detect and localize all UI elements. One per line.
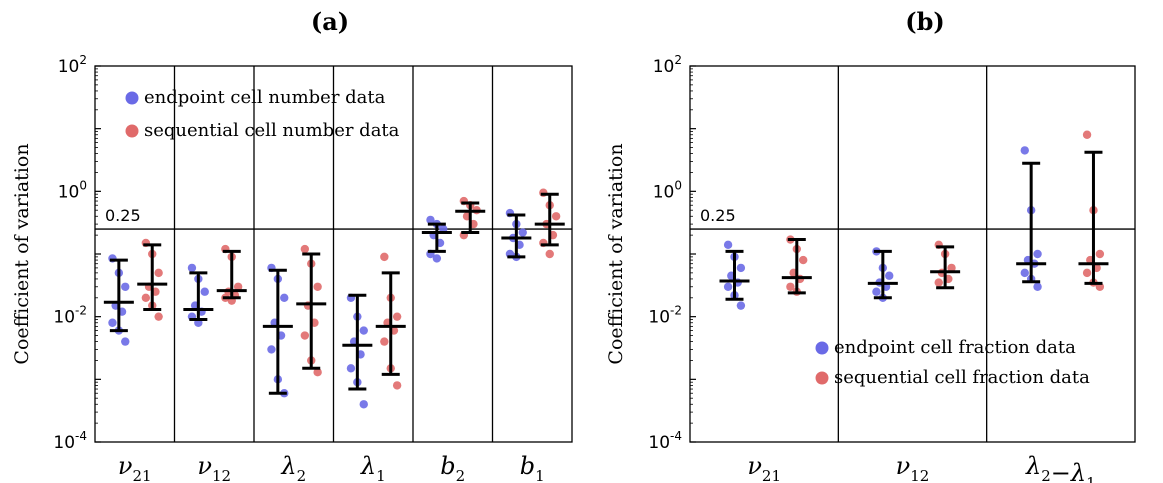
panel-a: (a) 10-4 10-2 100 102 Coefficient of variatio…	[11, 7, 573, 483]
x-category-label: b2	[440, 452, 465, 483]
data-point	[885, 271, 894, 280]
data-point	[121, 282, 130, 291]
data-point	[346, 364, 356, 373]
data-point	[1082, 268, 1092, 278]
data-point	[1095, 249, 1105, 259]
data-point	[280, 293, 289, 303]
data-point	[200, 287, 209, 296]
data-point	[1033, 282, 1042, 291]
data-point	[380, 252, 389, 262]
y-tick-label: 100	[653, 178, 682, 202]
data-point	[426, 215, 435, 225]
series-endpoint	[103, 208, 532, 409]
data-point	[380, 337, 389, 346]
data-point	[1020, 146, 1029, 155]
y-tick-label: 10-2	[648, 304, 682, 328]
reference-line-label: 0.25	[700, 206, 736, 225]
legend-label: sequential cell number data	[144, 120, 400, 141]
data-point	[300, 244, 310, 254]
x-category-label: ν12	[197, 452, 231, 483]
legend-label: endpoint cell number data	[144, 87, 386, 108]
y-tick-label: 102	[653, 53, 682, 77]
legend-marker	[815, 371, 829, 385]
panel-b: (b) 10-4 10-2 100 102 Coefficient of variatio…	[605, 7, 1136, 483]
x-category-label: λ2	[280, 452, 306, 483]
panel-title: (b)	[905, 7, 945, 36]
data-point	[187, 263, 197, 273]
data-point	[947, 263, 956, 273]
y-tick-label: 10-4	[53, 429, 87, 453]
data-point	[267, 345, 276, 354]
data-point	[313, 282, 322, 291]
data-point	[108, 318, 117, 327]
y-tick-label: 102	[58, 53, 87, 77]
data-point	[545, 249, 554, 259]
data-point	[432, 254, 442, 263]
legend-label: sequential cell fraction data	[834, 367, 1090, 388]
data-point	[233, 282, 243, 291]
y-tick-label: 10-4	[648, 429, 682, 453]
legend: endpoint cell fraction data sequential ce…	[815, 337, 1090, 388]
data-point	[934, 278, 943, 287]
y-tick-label: 10-2	[53, 304, 87, 328]
legend-label: endpoint cell fraction data	[834, 337, 1076, 358]
data-point	[518, 228, 527, 237]
data-point	[1082, 130, 1092, 139]
data-point	[154, 268, 163, 278]
data-point	[872, 287, 881, 296]
data-point	[723, 282, 733, 291]
data-point	[392, 381, 402, 390]
series-endpoint	[719, 146, 1047, 310]
x-category-label: ν12	[896, 452, 930, 483]
data-point	[121, 337, 130, 346]
data-point	[1033, 249, 1042, 259]
data-point	[359, 400, 368, 409]
y-tick-label: 100	[58, 178, 87, 202]
series-sequential	[781, 130, 1109, 296]
y-axis-label: Coefficient of variation	[605, 143, 627, 364]
panel-title: (a)	[311, 7, 349, 36]
data-point	[392, 312, 402, 321]
data-point	[313, 367, 322, 377]
series-sequential	[137, 188, 565, 390]
legend-marker	[125, 124, 139, 138]
x-category-label: b1	[520, 452, 545, 483]
data-point	[359, 326, 368, 335]
x-category-label: λ1	[360, 452, 386, 483]
legend: endpoint cell number data sequential cell…	[125, 87, 400, 141]
data-point	[1020, 268, 1029, 278]
data-point	[799, 255, 808, 265]
x-category-label: ν21	[747, 452, 781, 483]
legend-marker	[815, 341, 829, 355]
data-point	[300, 331, 310, 340]
data-point	[736, 301, 746, 310]
data-point	[786, 282, 795, 291]
data-point	[154, 312, 163, 321]
data-point	[723, 240, 733, 250]
legend-marker	[125, 91, 139, 105]
y-axis-label: Coefficient of variation	[11, 143, 33, 364]
x-category-label: ν21	[118, 452, 152, 483]
data-point	[551, 212, 561, 221]
reference-line-label: 0.25	[105, 206, 141, 225]
data-point	[141, 293, 151, 303]
x-category-label: λ2−λ1	[1025, 452, 1096, 483]
data-point	[736, 263, 746, 273]
